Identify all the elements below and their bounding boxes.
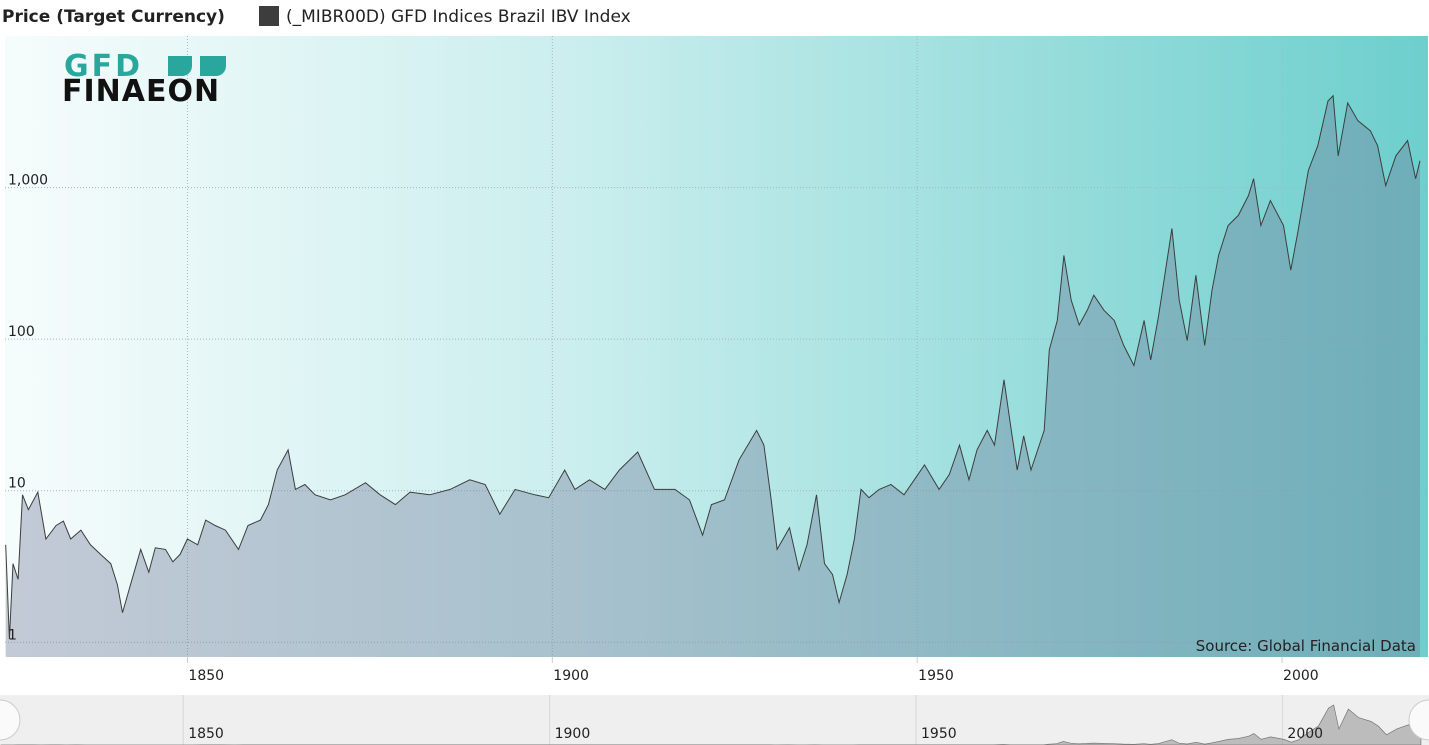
legend-swatch[interactable] bbox=[259, 6, 279, 26]
legend-label[interactable]: (_MIBR00D) GFD Indices Brazil IBV Index bbox=[286, 7, 631, 27]
x-tick-label: 1950 bbox=[918, 668, 954, 684]
y-tick-label: 10 bbox=[8, 476, 26, 492]
navigator-label: 2000 bbox=[1287, 726, 1323, 742]
navigator-label: 1900 bbox=[555, 726, 591, 742]
navigator-label: 1850 bbox=[188, 726, 224, 742]
x-tick-label: 1850 bbox=[188, 668, 224, 684]
y-tick-label: 100 bbox=[8, 324, 35, 340]
navigator-handle-left[interactable] bbox=[0, 699, 21, 741]
y-tick-label: 1,000 bbox=[8, 173, 48, 189]
legend-title: Price (Target Currency) bbox=[2, 7, 225, 27]
plot-background bbox=[5, 36, 1428, 657]
x-tick-label: 2000 bbox=[1283, 668, 1319, 684]
logo-bottom: FINAEON bbox=[62, 74, 220, 109]
x-tick-label: 1900 bbox=[553, 668, 589, 684]
logo-top: GFD bbox=[64, 49, 143, 84]
line bbox=[5, 94, 1421, 640]
area bbox=[5, 95, 1421, 658]
source: Source: Global Financial Data bbox=[1196, 637, 1416, 655]
navigator-background bbox=[0, 695, 1429, 745]
y-tick-label: 1 bbox=[8, 627, 17, 643]
logo-leaves bbox=[168, 56, 226, 76]
navigator-label: 1950 bbox=[921, 726, 957, 742]
navigator-handle-right[interactable] bbox=[1408, 699, 1429, 741]
